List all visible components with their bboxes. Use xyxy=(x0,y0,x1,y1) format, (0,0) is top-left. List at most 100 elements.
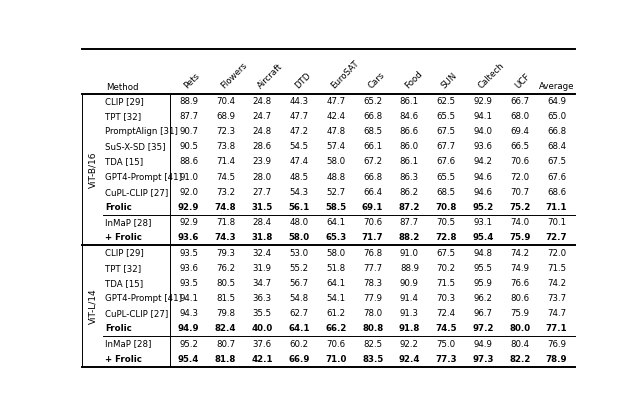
Text: 74.0: 74.0 xyxy=(510,218,529,227)
Text: InMaP [28]: InMaP [28] xyxy=(106,339,152,349)
Text: 52.7: 52.7 xyxy=(326,188,346,197)
Text: 75.9: 75.9 xyxy=(510,309,529,318)
Text: 94.1: 94.1 xyxy=(474,112,493,121)
Text: 95.2: 95.2 xyxy=(179,339,198,349)
Text: 96.2: 96.2 xyxy=(474,294,493,303)
Text: 32.4: 32.4 xyxy=(253,248,272,258)
Text: 74.2: 74.2 xyxy=(510,248,529,258)
Text: Frolic: Frolic xyxy=(106,203,132,212)
Text: 91.0: 91.0 xyxy=(400,248,419,258)
Text: 81.8: 81.8 xyxy=(215,355,236,364)
Text: 51.8: 51.8 xyxy=(326,264,346,273)
Text: 74.7: 74.7 xyxy=(547,309,566,318)
Text: Aircraft: Aircraft xyxy=(256,62,284,91)
Text: 70.5: 70.5 xyxy=(436,218,456,227)
Text: 73.2: 73.2 xyxy=(216,188,235,197)
Text: 57.4: 57.4 xyxy=(326,142,346,151)
Text: 74.5: 74.5 xyxy=(435,324,457,334)
Text: 66.8: 66.8 xyxy=(363,173,382,181)
Text: 93.5: 93.5 xyxy=(179,279,198,288)
Text: 67.5: 67.5 xyxy=(436,127,456,136)
Text: 66.2: 66.2 xyxy=(325,324,346,334)
Text: 86.1: 86.1 xyxy=(400,97,419,106)
Text: 58.0: 58.0 xyxy=(326,158,346,166)
Text: 71.0: 71.0 xyxy=(325,355,346,364)
Text: 72.8: 72.8 xyxy=(435,233,457,242)
Text: 88.2: 88.2 xyxy=(399,233,420,242)
Text: 64.1: 64.1 xyxy=(288,324,310,334)
Text: 71.1: 71.1 xyxy=(546,203,568,212)
Text: 92.4: 92.4 xyxy=(399,355,420,364)
Text: 95.4: 95.4 xyxy=(178,355,199,364)
Text: 80.0: 80.0 xyxy=(509,324,531,334)
Text: 97.3: 97.3 xyxy=(472,355,494,364)
Text: 35.5: 35.5 xyxy=(253,309,272,318)
Text: 62.7: 62.7 xyxy=(289,309,308,318)
Text: 71.5: 71.5 xyxy=(547,264,566,273)
Text: 72.0: 72.0 xyxy=(547,248,566,258)
Text: 94.6: 94.6 xyxy=(474,173,493,181)
Text: 95.9: 95.9 xyxy=(474,279,492,288)
Text: 77.7: 77.7 xyxy=(363,264,382,273)
Text: 71.8: 71.8 xyxy=(216,218,235,227)
Text: 65.5: 65.5 xyxy=(436,112,456,121)
Text: 95.5: 95.5 xyxy=(474,264,493,273)
Text: 65.0: 65.0 xyxy=(547,112,566,121)
Text: 31.8: 31.8 xyxy=(252,233,273,242)
Text: 74.8: 74.8 xyxy=(214,203,236,212)
Text: 86.2: 86.2 xyxy=(400,188,419,197)
Text: CuPL-CLIP [27]: CuPL-CLIP [27] xyxy=(106,309,168,318)
Text: 70.8: 70.8 xyxy=(436,203,457,212)
Text: 23.9: 23.9 xyxy=(253,158,272,166)
Text: 48.8: 48.8 xyxy=(326,173,346,181)
Text: 70.6: 70.6 xyxy=(363,218,382,227)
Text: 70.1: 70.1 xyxy=(547,218,566,227)
Text: 68.9: 68.9 xyxy=(216,112,235,121)
Text: 94.9: 94.9 xyxy=(178,324,200,334)
Text: 72.0: 72.0 xyxy=(510,173,529,181)
Text: 67.7: 67.7 xyxy=(436,142,456,151)
Text: 93.1: 93.1 xyxy=(474,218,493,227)
Text: CLIP [29]: CLIP [29] xyxy=(106,97,144,106)
Text: 40.0: 40.0 xyxy=(252,324,273,334)
Text: 76.8: 76.8 xyxy=(363,248,382,258)
Text: CuPL-CLIP [27]: CuPL-CLIP [27] xyxy=(106,188,168,197)
Text: 66.8: 66.8 xyxy=(363,112,382,121)
Text: 66.8: 66.8 xyxy=(547,127,566,136)
Text: ViT-L/14: ViT-L/14 xyxy=(88,288,97,324)
Text: 68.4: 68.4 xyxy=(547,142,566,151)
Text: 58.0: 58.0 xyxy=(326,248,346,258)
Text: 24.7: 24.7 xyxy=(253,112,272,121)
Text: 68.5: 68.5 xyxy=(436,188,456,197)
Text: 93.5: 93.5 xyxy=(179,248,198,258)
Text: 73.7: 73.7 xyxy=(547,294,566,303)
Text: DTD: DTD xyxy=(292,71,312,91)
Text: 80.4: 80.4 xyxy=(510,339,529,349)
Text: Food: Food xyxy=(403,70,424,91)
Text: 71.7: 71.7 xyxy=(362,233,383,242)
Text: 66.9: 66.9 xyxy=(289,355,310,364)
Text: 91.8: 91.8 xyxy=(399,324,420,334)
Text: 94.9: 94.9 xyxy=(474,339,492,349)
Text: Caltech: Caltech xyxy=(477,61,506,91)
Text: 34.7: 34.7 xyxy=(253,279,272,288)
Text: 91.4: 91.4 xyxy=(400,294,419,303)
Text: 24.8: 24.8 xyxy=(253,127,272,136)
Text: 76.2: 76.2 xyxy=(216,264,235,273)
Text: 94.3: 94.3 xyxy=(179,309,198,318)
Text: 92.0: 92.0 xyxy=(179,188,198,197)
Text: 74.2: 74.2 xyxy=(547,279,566,288)
Text: 81.5: 81.5 xyxy=(216,294,235,303)
Text: 79.8: 79.8 xyxy=(216,309,235,318)
Text: 80.5: 80.5 xyxy=(216,279,235,288)
Text: 77.1: 77.1 xyxy=(546,324,568,334)
Text: 72.3: 72.3 xyxy=(216,127,235,136)
Text: 28.6: 28.6 xyxy=(253,142,272,151)
Text: 70.6: 70.6 xyxy=(326,339,346,349)
Text: 47.4: 47.4 xyxy=(289,158,308,166)
Text: 78.0: 78.0 xyxy=(363,309,382,318)
Text: UCF: UCF xyxy=(513,72,532,91)
Text: 94.0: 94.0 xyxy=(474,127,493,136)
Text: 80.8: 80.8 xyxy=(362,324,383,334)
Text: 87.7: 87.7 xyxy=(179,112,198,121)
